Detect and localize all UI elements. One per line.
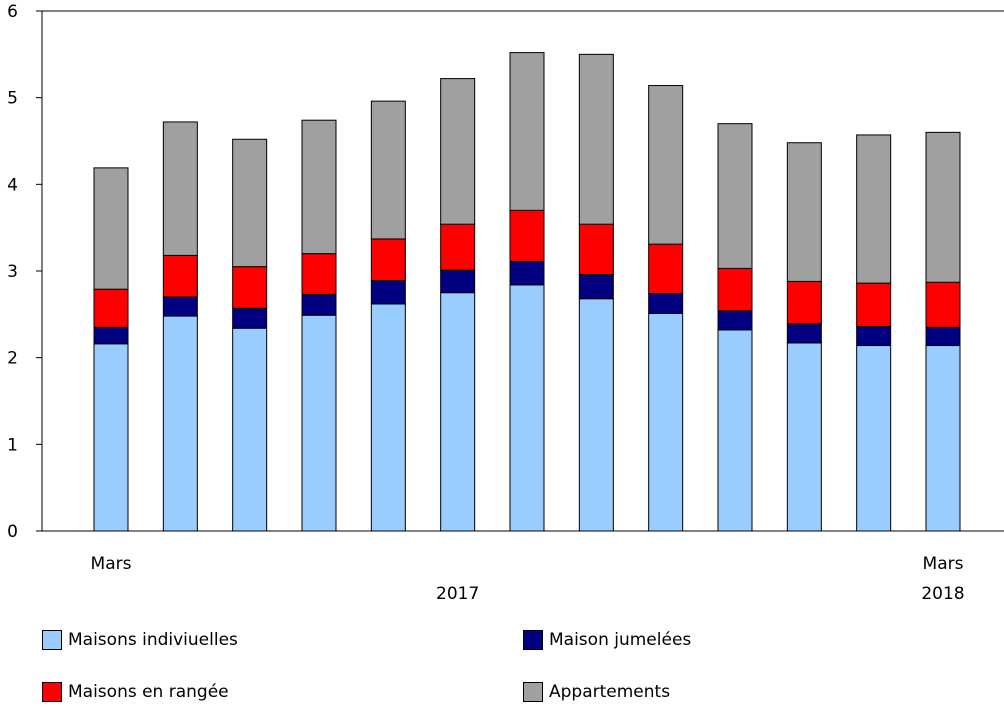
- legend-label-maisons-individuelles: Maisons indiviuelles: [68, 630, 238, 650]
- bar-segment-6-series-2: [440, 269, 476, 294]
- bar-segment-13-series-2: [925, 326, 961, 347]
- legend-item-appartements: Appartements: [523, 680, 670, 704]
- bar-segment-2-series-2: [162, 296, 198, 317]
- bar-segment-6-series-1: [440, 292, 476, 532]
- bar-segment-7-series-2: [509, 260, 545, 286]
- x-tick-label-first: Mars: [91, 554, 132, 574]
- bar-stacks: [93, 52, 961, 532]
- bar-segment-7-series-4: [509, 52, 545, 211]
- bar-segment-7-series-3: [509, 209, 545, 262]
- bar-segment-8-series-3: [578, 223, 614, 275]
- legend-label-appartements: Appartements: [549, 682, 671, 702]
- bar-segment-13-series-3: [925, 281, 961, 328]
- y-axis-ticks: [36, 10, 42, 532]
- legend-item-maison-jumelees: Maison jumelées: [523, 628, 691, 652]
- x-tick-label-last: Mars: [923, 554, 964, 574]
- bar-segment-4-series-2: [301, 293, 337, 316]
- bar-segment-1-series-2: [93, 326, 129, 345]
- y-tick-label-5: 5: [7, 89, 18, 109]
- legend-item-maisons-individuelles: Maisons indiviuelles: [42, 628, 238, 652]
- bar-segment-11-series-1: [786, 342, 822, 532]
- bar-segment-10-series-4: [717, 123, 753, 269]
- bar-segment-6-series-3: [440, 223, 476, 271]
- bar-segment-11-series-2: [786, 323, 822, 344]
- y-axis-tick-labels: 0 1 2 3 4 5 6: [7, 2, 18, 542]
- x-year-label-2018: 2018: [921, 584, 964, 604]
- y-tick-label-1: 1: [7, 435, 18, 455]
- bar-segment-12-series-3: [856, 282, 892, 327]
- bar-segment-5-series-3: [370, 238, 406, 282]
- legend-label-maison-jumelees: Maison jumelées: [549, 630, 692, 650]
- bar-segment-13-series-4: [925, 131, 961, 283]
- bar-segment-6-series-4: [440, 78, 476, 225]
- legend-swatch-appartements: [523, 682, 543, 702]
- bar-segment-8-series-1: [578, 298, 614, 532]
- x-year-label-2017: 2017: [436, 584, 479, 604]
- stacked-bar-chart: 0 1 2 3 4 5 6 Mars Mars 2017 2018: [7, 2, 1004, 604]
- bar-segment-7-series-1: [509, 284, 545, 532]
- bar-segment-3-series-3: [232, 266, 268, 309]
- y-tick-label-4: 4: [7, 175, 18, 195]
- bar-segment-3-series-4: [232, 138, 268, 268]
- bar-segment-9-series-4: [648, 85, 684, 245]
- bar-segment-9-series-3: [648, 243, 684, 295]
- bar-segment-3-series-2: [232, 307, 268, 329]
- bar-segment-3-series-1: [232, 327, 268, 532]
- legend-swatch-maisons-en-rangee: [42, 682, 62, 702]
- legend-swatch-maison-jumelees: [523, 630, 543, 650]
- bar-segment-8-series-4: [578, 53, 614, 225]
- bar-segment-4-series-3: [301, 253, 337, 295]
- bar-segment-10-series-1: [717, 329, 753, 532]
- bar-segment-1-series-1: [93, 343, 129, 532]
- y-tick-label-2: 2: [7, 349, 18, 369]
- bar-segment-13-series-1: [925, 345, 961, 532]
- bar-segment-4-series-1: [301, 314, 337, 532]
- bar-segment-12-series-4: [856, 134, 892, 284]
- legend-item-maisons-en-rangee: Maisons en rangée: [42, 680, 229, 704]
- bar-segment-9-series-1: [648, 312, 684, 532]
- bar-segment-5-series-2: [370, 280, 406, 305]
- y-tick-label-3: 3: [7, 262, 18, 282]
- bar-segment-9-series-2: [648, 293, 684, 314]
- bar-segment-5-series-1: [370, 303, 406, 532]
- bar-segment-8-series-2: [578, 273, 614, 300]
- bar-segment-1-series-3: [93, 288, 129, 328]
- legend-label-maisons-en-rangee: Maisons en rangée: [68, 682, 229, 702]
- bar-segment-12-series-1: [856, 345, 892, 532]
- y-tick-label-6: 6: [7, 2, 18, 22]
- bar-segment-2-series-1: [162, 315, 198, 532]
- bar-segment-2-series-4: [162, 121, 198, 256]
- bar-segment-10-series-2: [717, 310, 753, 331]
- legend-swatch-maisons-individuelles: [42, 630, 62, 650]
- bar-segment-10-series-3: [717, 267, 753, 312]
- chart-legend: Maisons indiviuelles Maison jumelées Mai…: [0, 620, 1004, 707]
- bar-segment-2-series-3: [162, 254, 198, 298]
- bar-segment-4-series-4: [301, 119, 337, 255]
- y-tick-label-0: 0: [7, 522, 18, 542]
- bar-segment-11-series-3: [786, 280, 822, 325]
- bar-segment-12-series-2: [856, 325, 892, 347]
- bar-segment-1-series-4: [93, 167, 129, 290]
- bar-segment-5-series-4: [370, 100, 406, 240]
- bar-segment-11-series-4: [786, 142, 822, 282]
